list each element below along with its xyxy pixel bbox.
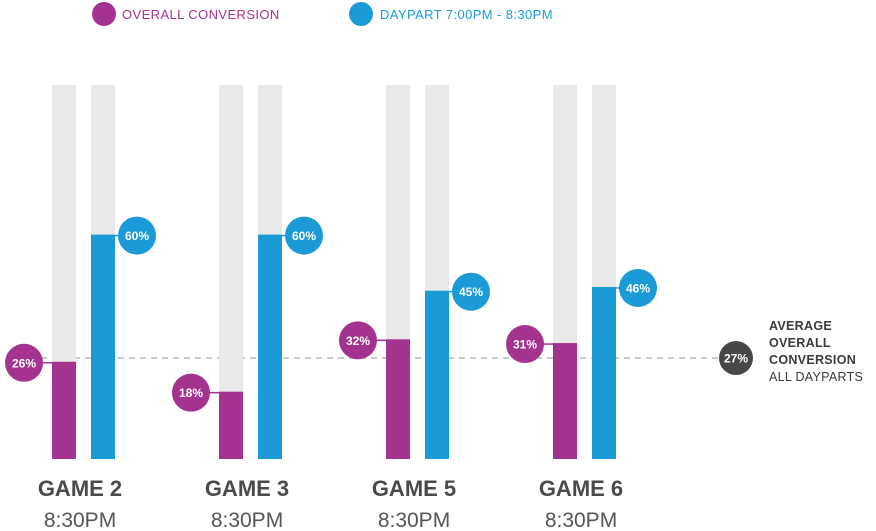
bar-overall [219,391,243,459]
average-caption-line-3: CONVERSION [769,353,856,367]
bar-daypart [91,234,115,459]
category-label: GAME 2 [38,476,122,501]
average-caption: 27% AVERAGE OVERALL CONVERSION ALL DAYPA… [719,319,863,384]
category-label: GAME 5 [372,476,456,501]
category-time-label: 8:30PM [378,509,450,531]
legend-overall-label: OVERALL CONVERSION [122,7,280,22]
category-label: GAME 6 [539,476,623,501]
value-label: 45% [459,285,483,299]
bar-daypart [592,286,616,459]
value-label: 31% [513,338,537,352]
average-value-bubble [719,341,753,376]
value-bubble [339,321,377,360]
value-bubble [118,216,156,255]
bar-overall [52,361,76,459]
average-caption-line-4: ALL DAYPARTS [769,370,863,384]
value-label: 46% [626,281,650,295]
average-caption-line-2: OVERALL [769,336,831,350]
category-time-label: 8:30PM [545,509,617,531]
legend-daypart-label: DAYPART 7:00PM - 8:30PM [380,7,553,22]
value-label: 26% [12,356,36,370]
bubble-labels-layer: 26% 60% 18% 60% 32% 45% 31% 46% [5,216,657,412]
legend: OVERALL CONVERSION DAYPART 7:00PM - 8:30… [92,2,553,26]
legend-daypart-swatch [349,2,373,26]
bar-daypart [425,290,449,459]
value-label: 60% [125,229,149,243]
average-caption-line-1: AVERAGE [769,319,832,333]
value-bubble [5,343,43,382]
value-bubble [172,373,210,412]
value-bubble [506,325,544,364]
value-bubble [285,216,323,255]
bar-overall [553,343,577,459]
value-label: 18% [179,386,203,400]
value-bubble [452,272,490,311]
category-time-label: 8:30PM [211,509,283,531]
average-value-label: 27% [724,352,748,366]
bar-overall [386,339,410,459]
category-labels-layer: GAME 2 8:30PM GAME 3 8:30PM GAME 5 8:30PM GAME… [38,476,623,531]
category-time-label: 8:30PM [44,509,116,531]
legend-overall-swatch [92,2,116,26]
value-label: 32% [346,334,370,348]
bar-daypart [258,234,282,459]
value-label: 60% [292,229,316,243]
value-bubble [619,268,657,307]
category-label: GAME 3 [205,476,289,501]
bars-layer [52,85,616,459]
